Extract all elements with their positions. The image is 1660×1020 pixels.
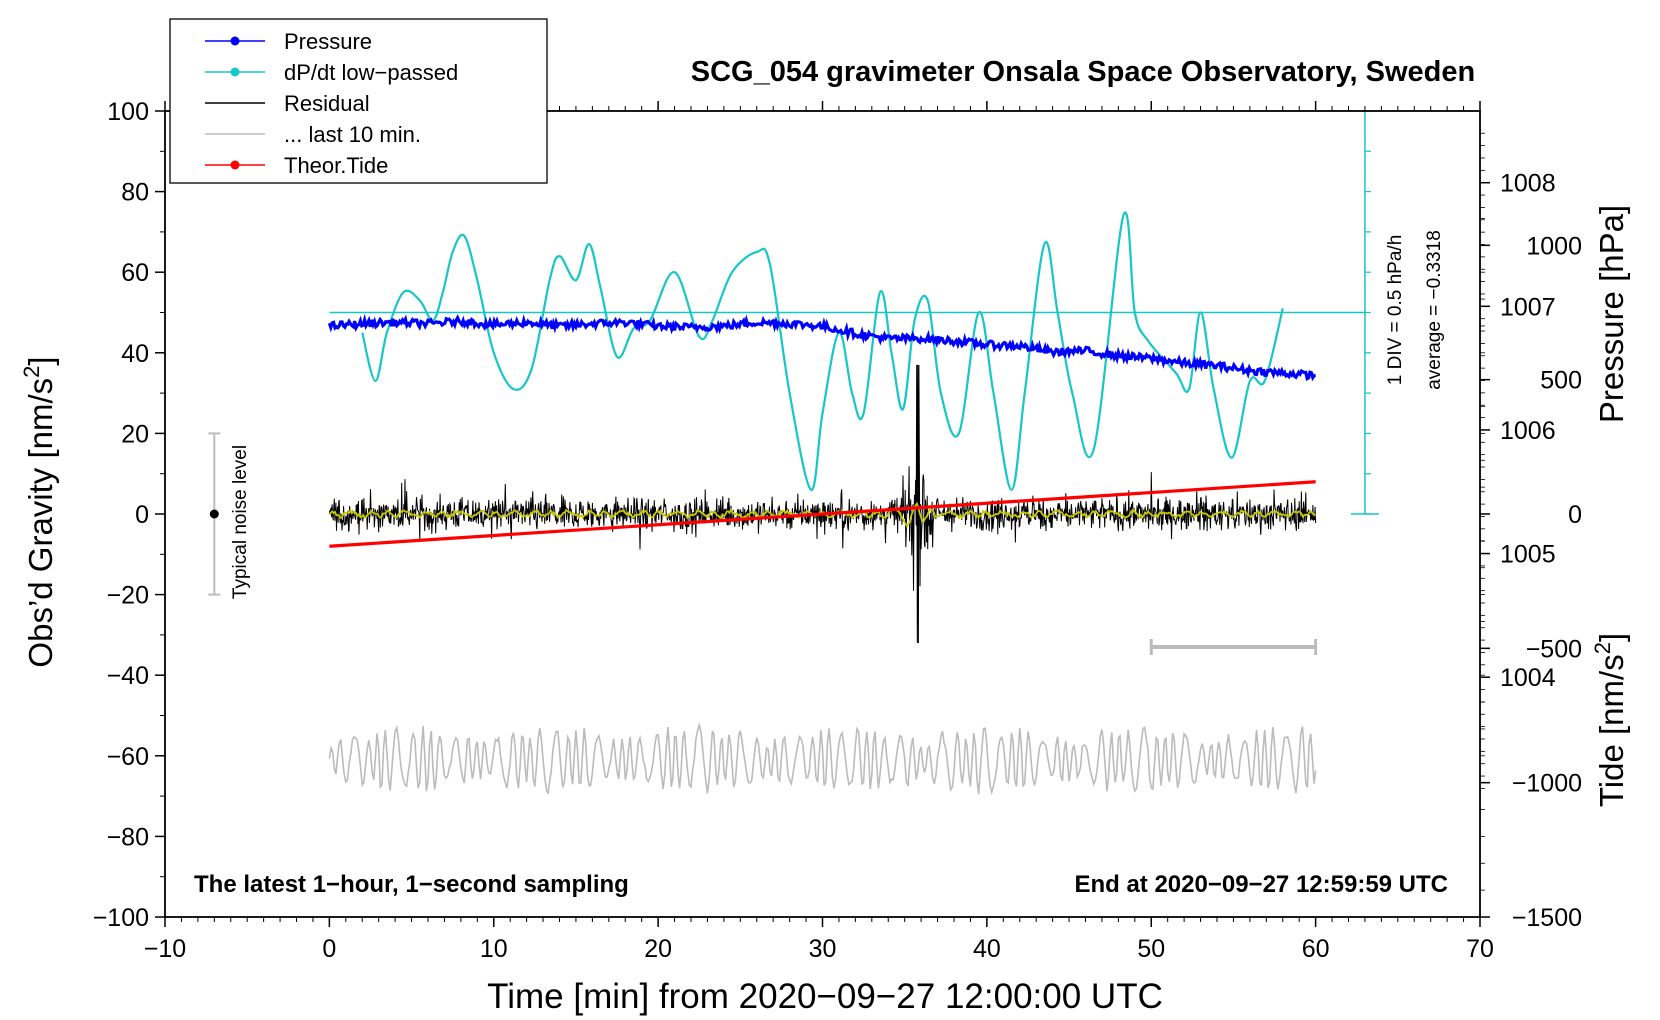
y-tick-label: −60 (107, 743, 149, 771)
series-layer (208, 110, 1379, 796)
y-axis-label-tide: Tide [nm/s2] (1590, 633, 1630, 807)
pressure-tick-label: 1008 (1500, 170, 1556, 198)
x-tick-label: 40 (973, 935, 1001, 963)
legend-label: Theor.Tide (284, 153, 388, 178)
x-tick-label: 50 (1137, 935, 1165, 963)
x-tick-label: 10 (480, 935, 508, 963)
x-tick-label: 60 (1302, 935, 1330, 963)
y-tick-label: 100 (107, 98, 149, 126)
x-tick-label: 20 (644, 935, 672, 963)
legend-label: Pressure (284, 29, 372, 54)
legend-box (169, 18, 548, 184)
dpdt-div-label: 1 DIV = 0.5 hPa/h (1385, 235, 1406, 386)
x-tick-label: 0 (322, 935, 336, 963)
pressure-tick-label: 1006 (1500, 417, 1556, 445)
y-tick-label: −20 (107, 582, 149, 610)
noise-level-label: Typical noise level (230, 445, 251, 599)
legend-label: Residual (284, 91, 370, 116)
x-tick-label: −10 (144, 935, 186, 963)
y-axis-label-gravity: Obs’d Gravity [nm/s2] (19, 356, 59, 667)
series-dpdt (361, 211, 1284, 491)
annotation-end-time: End at 2020−09−27 12:59:59 UTC (1074, 871, 1448, 898)
annotation-sampling: The latest 1−hour, 1−second sampling (194, 871, 629, 898)
chart-title: SCG_054 gravimeter Onsala Space Observat… (691, 56, 1475, 88)
legend-marker (230, 36, 240, 46)
y-tick-label: −80 (107, 823, 149, 851)
series-last-10-min (328, 722, 1317, 796)
y-tick-label: 40 (121, 340, 149, 368)
tide-tick-label: −500 (1526, 635, 1582, 663)
axes-layer: −10 0 10 20 30 40 50 60 70−100−80−60−40−20020406… (93, 98, 1582, 963)
series-residual-smoothed (328, 501, 1316, 529)
x-tick-label: 70 (1466, 935, 1494, 963)
legend-marker (230, 67, 240, 77)
legend-marker (230, 160, 240, 170)
tide-tick-label: 500 (1540, 367, 1582, 395)
dpdt-average-label: average = −0.3318 (1424, 230, 1445, 390)
x-axis-label: Time [min] from 2020−09−27 12:00:00 UTC (487, 977, 1163, 1016)
tide-tick-label: −1500 (1512, 904, 1582, 932)
pressure-tick-label: 1005 (1500, 541, 1556, 569)
pressure-tick-label: 1004 (1500, 664, 1556, 692)
x-tick-label: 30 (809, 935, 837, 963)
y-tick-label: 60 (121, 259, 149, 287)
pressure-tick-label: 1007 (1500, 293, 1556, 321)
series-theor-tide (329, 480, 1316, 548)
tide-tick-label: −1000 (1512, 770, 1582, 798)
noise-bar-dot (209, 509, 219, 519)
y-tick-label: 20 (121, 420, 149, 448)
legend-label: ... last 10 min. (284, 122, 421, 147)
y-tick-label: 0 (135, 501, 149, 529)
series-pressure (327, 313, 1316, 382)
legend-label: dP/dt low−passed (284, 60, 458, 85)
legend: Pressure dP/dt low−passed Residual ... last… (169, 18, 548, 184)
y-tick-label: −40 (107, 662, 149, 690)
y-tick-label: −100 (93, 904, 149, 932)
tide-tick-label: 1000 (1526, 232, 1582, 260)
tide-tick-label: 0 (1568, 501, 1582, 529)
y-tick-label: 80 (121, 179, 149, 207)
y-axis-label-pressure: Pressure [hPa] (1593, 205, 1630, 423)
